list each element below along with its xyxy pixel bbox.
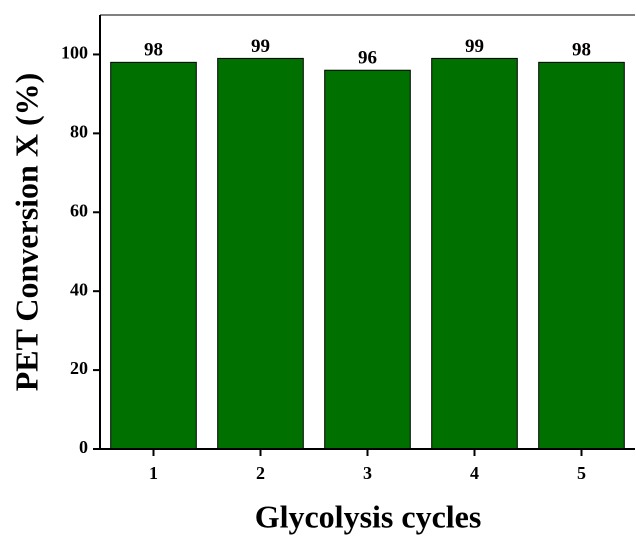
value-label: 98 <box>572 40 591 61</box>
value-label: 99 <box>251 36 270 57</box>
x-tick-label: 2 <box>256 463 265 483</box>
y-axis-label: PET Conversion X (%) <box>8 73 44 392</box>
y-tick-label: 100 <box>61 43 88 63</box>
value-label: 99 <box>465 36 484 57</box>
bar <box>217 57 304 450</box>
x-axis-label: Glycolysis cycles <box>255 498 482 534</box>
x-tick-label: 1 <box>149 463 158 483</box>
bar <box>431 57 518 450</box>
y-tick-label: 40 <box>70 279 88 299</box>
bar <box>110 61 197 450</box>
x-tick-label: 3 <box>363 463 372 483</box>
bar <box>538 61 625 450</box>
y-tick-label: 20 <box>70 358 88 378</box>
value-label: 96 <box>358 48 377 69</box>
y-tick-label: 60 <box>70 200 88 220</box>
bar <box>324 69 411 450</box>
value-label: 98 <box>144 40 163 61</box>
y-tick-label: 80 <box>70 121 88 141</box>
y-tick-label: 0 <box>79 437 88 457</box>
x-tick-label: 4 <box>470 463 479 483</box>
x-tick-label: 5 <box>577 463 586 483</box>
